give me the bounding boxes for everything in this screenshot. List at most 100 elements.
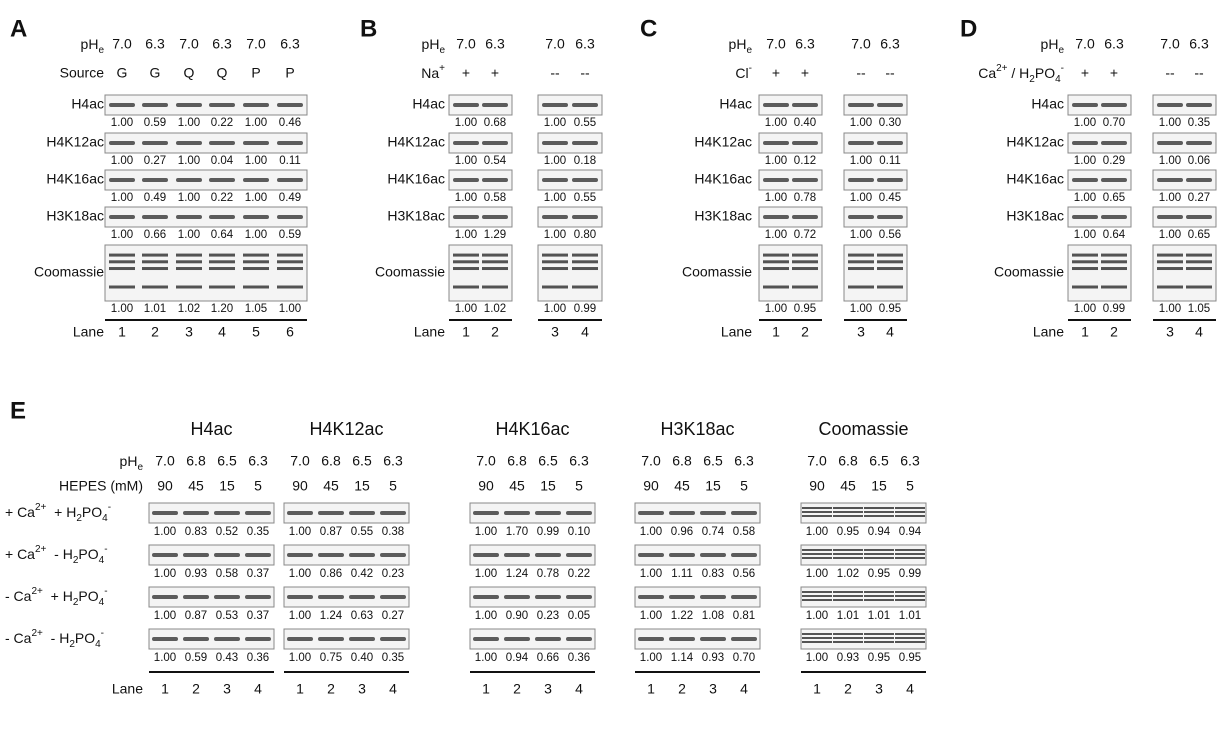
header-value: 7.0 xyxy=(290,453,310,469)
band xyxy=(572,267,598,270)
band xyxy=(864,595,894,597)
band xyxy=(638,511,664,515)
band xyxy=(763,215,789,219)
quant-value: 1.00 xyxy=(178,192,200,204)
header-value: G xyxy=(117,65,128,81)
quant-value: 1.01 xyxy=(868,610,890,622)
lane-number: 3 xyxy=(551,324,559,340)
quant-value: 0.58 xyxy=(733,526,755,538)
band xyxy=(833,633,863,635)
quant-value: 0.95 xyxy=(837,526,859,538)
band xyxy=(176,267,202,270)
quant-value: 1.24 xyxy=(506,568,529,580)
band xyxy=(864,599,894,601)
band xyxy=(833,637,863,639)
quant-value: 1.00 xyxy=(455,155,477,167)
quant-value: 0.35 xyxy=(247,526,269,538)
quant-value: 0.55 xyxy=(574,117,596,129)
band xyxy=(802,515,832,517)
quant-value: 0.90 xyxy=(506,610,528,622)
band xyxy=(209,286,235,289)
label-part: PO xyxy=(1035,65,1055,81)
band xyxy=(572,178,598,182)
quant-value: 0.94 xyxy=(506,652,529,664)
quant-value: 0.49 xyxy=(279,192,301,204)
band xyxy=(243,286,269,289)
band xyxy=(542,260,568,263)
header-label: pHe xyxy=(81,36,105,56)
lane-number: 2 xyxy=(491,324,499,340)
band xyxy=(482,103,508,107)
quant-value: 0.68 xyxy=(484,117,506,129)
figure: ApHe7.06.37.06.37.06.3SourceGGQQPPH4ac1.… xyxy=(0,0,1225,740)
band xyxy=(833,641,863,643)
blot-label: H4K12ac xyxy=(387,134,445,150)
quant-value: 0.29 xyxy=(1103,155,1125,167)
quant-value: 1.01 xyxy=(899,610,921,622)
header-value: 5 xyxy=(906,478,914,494)
header-value: 5 xyxy=(254,478,262,494)
band xyxy=(833,553,863,555)
quant-value: 1.00 xyxy=(544,229,566,241)
quant-value: 0.54 xyxy=(484,155,507,167)
header-value: P xyxy=(251,65,260,81)
blot-box xyxy=(105,95,307,115)
band xyxy=(243,178,269,182)
quant-value: 0.70 xyxy=(1103,117,1125,129)
quant-value: 0.95 xyxy=(794,303,816,315)
label-part: - xyxy=(104,544,107,555)
band xyxy=(877,286,903,289)
band xyxy=(802,557,832,559)
group-title: Coomassie xyxy=(818,419,908,439)
band xyxy=(183,511,209,515)
quant-value: 0.23 xyxy=(382,568,404,580)
header-label: pHe xyxy=(729,36,753,56)
quant-value: 0.93 xyxy=(702,652,724,664)
lane-number: 1 xyxy=(1081,324,1089,340)
lane-label: Lane xyxy=(73,324,104,340)
band xyxy=(209,267,235,270)
row-label: - Ca2+ - H2PO4- xyxy=(5,628,104,650)
band xyxy=(833,511,863,513)
quant-value: 0.81 xyxy=(733,610,755,622)
band xyxy=(566,553,592,557)
panel-letter: B xyxy=(360,15,377,42)
band xyxy=(243,141,269,145)
band xyxy=(349,595,375,599)
band xyxy=(1186,267,1212,270)
label-part: Cl xyxy=(735,65,748,81)
lane-number: 1 xyxy=(161,681,169,697)
label-part: 4 xyxy=(102,513,108,524)
band xyxy=(380,553,406,557)
quant-value: 1.00 xyxy=(850,229,872,241)
header-value: 6.3 xyxy=(485,36,505,52)
header-value: 7.0 xyxy=(851,36,871,52)
band xyxy=(453,267,479,270)
band xyxy=(895,507,925,509)
quant-value: 1.00 xyxy=(806,526,828,538)
band xyxy=(802,637,832,639)
band xyxy=(1101,286,1127,289)
band xyxy=(669,595,695,599)
quant-value: 1.22 xyxy=(671,610,693,622)
band xyxy=(542,254,568,257)
header-value: + xyxy=(772,65,780,81)
band xyxy=(1157,215,1183,219)
quant-value: 0.35 xyxy=(382,652,404,664)
quant-value: 0.99 xyxy=(899,568,921,580)
band xyxy=(833,557,863,559)
label-part: - xyxy=(1061,63,1064,74)
quant-value: 1.00 xyxy=(475,526,497,538)
band xyxy=(542,178,568,182)
blot-label: H3K18ac xyxy=(387,208,445,224)
quant-value: 1.00 xyxy=(765,117,787,129)
quant-value: 1.00 xyxy=(544,192,566,204)
quant-value: 0.49 xyxy=(144,192,166,204)
header-value: 6.3 xyxy=(145,36,165,52)
band xyxy=(1072,141,1098,145)
quant-value: 0.64 xyxy=(211,229,234,241)
band xyxy=(209,178,235,182)
quant-value: 0.58 xyxy=(484,192,506,204)
band xyxy=(504,637,530,641)
quant-value: 1.00 xyxy=(1074,303,1096,315)
